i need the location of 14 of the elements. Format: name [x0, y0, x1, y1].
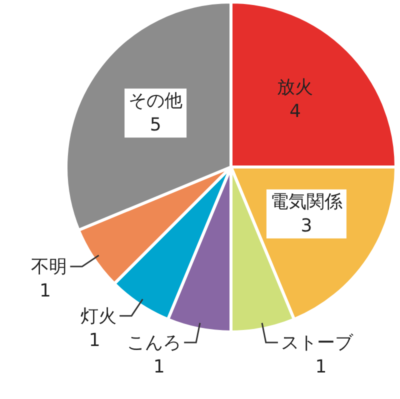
data-label: 1: [39, 280, 51, 302]
slice-label: 電気関係: [270, 191, 342, 212]
slice-label: その他: [128, 90, 183, 112]
slice-label: 放火: [277, 76, 314, 98]
data-label: 1: [88, 330, 100, 351]
slice-label: 灯火: [80, 306, 117, 327]
slice-label: ストーブ: [280, 332, 354, 354]
data-label: 3: [300, 215, 312, 236]
data-label: 4: [289, 100, 301, 122]
data-label: 1: [315, 356, 327, 378]
data-label: 5: [150, 114, 162, 136]
slice-label: こんろ: [127, 332, 182, 354]
data-label: 1: [153, 356, 165, 378]
slice-label: 不明: [31, 256, 68, 278]
